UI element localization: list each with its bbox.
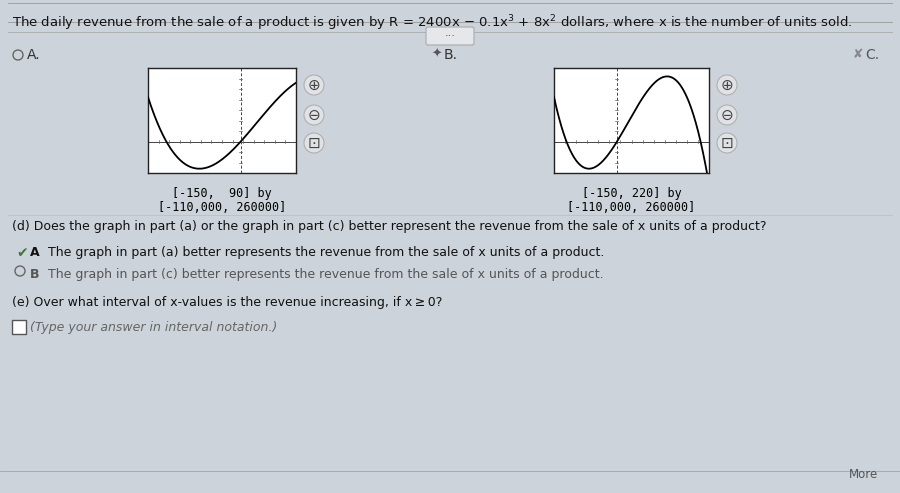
Circle shape bbox=[304, 105, 324, 125]
Circle shape bbox=[717, 75, 737, 95]
Text: (d) Does the graph in part (a) or the graph in part (c) better represent the rev: (d) Does the graph in part (a) or the gr… bbox=[12, 220, 767, 233]
Circle shape bbox=[717, 105, 737, 125]
FancyBboxPatch shape bbox=[426, 27, 474, 45]
Text: [-150,  90] by: [-150, 90] by bbox=[172, 187, 272, 200]
Text: A.: A. bbox=[27, 48, 40, 62]
Text: ⊡: ⊡ bbox=[721, 136, 734, 150]
Circle shape bbox=[717, 133, 737, 153]
FancyBboxPatch shape bbox=[12, 320, 26, 334]
Text: ⊡: ⊡ bbox=[308, 136, 320, 150]
Text: ✦: ✦ bbox=[432, 47, 443, 61]
Text: ···: ··· bbox=[445, 31, 455, 41]
Circle shape bbox=[304, 75, 324, 95]
Text: [-110,000, 260000]: [-110,000, 260000] bbox=[567, 201, 696, 214]
Text: ⊕: ⊕ bbox=[721, 77, 734, 93]
Text: The daily revenue from the sale of a product is given by R = 2400x $-$ 0.1x$^3$ : The daily revenue from the sale of a pro… bbox=[12, 13, 852, 33]
Text: A: A bbox=[30, 246, 40, 259]
Text: B: B bbox=[30, 268, 40, 281]
Text: ✔: ✔ bbox=[16, 246, 28, 260]
Text: B.: B. bbox=[444, 48, 458, 62]
Text: ✘: ✘ bbox=[853, 47, 863, 61]
Text: The graph in part (c) better represents the revenue from the sale of x units of : The graph in part (c) better represents … bbox=[40, 268, 604, 281]
Text: ⊕: ⊕ bbox=[308, 77, 320, 93]
Text: More: More bbox=[849, 468, 878, 481]
Text: (Type your answer in interval notation.): (Type your answer in interval notation.) bbox=[30, 320, 277, 333]
Circle shape bbox=[304, 133, 324, 153]
Text: [-150, 220] by: [-150, 220] by bbox=[581, 187, 681, 200]
Text: The graph in part (a) better represents the revenue from the sale of x units of : The graph in part (a) better represents … bbox=[40, 246, 605, 259]
Text: [-110,000, 260000]: [-110,000, 260000] bbox=[158, 201, 286, 214]
Text: C.: C. bbox=[865, 48, 879, 62]
Text: ⊖: ⊖ bbox=[721, 107, 734, 122]
Text: ⊖: ⊖ bbox=[308, 107, 320, 122]
Text: (e) Over what interval of x-values is the revenue increasing, if x ≥ 0?: (e) Over what interval of x-values is th… bbox=[12, 296, 443, 309]
